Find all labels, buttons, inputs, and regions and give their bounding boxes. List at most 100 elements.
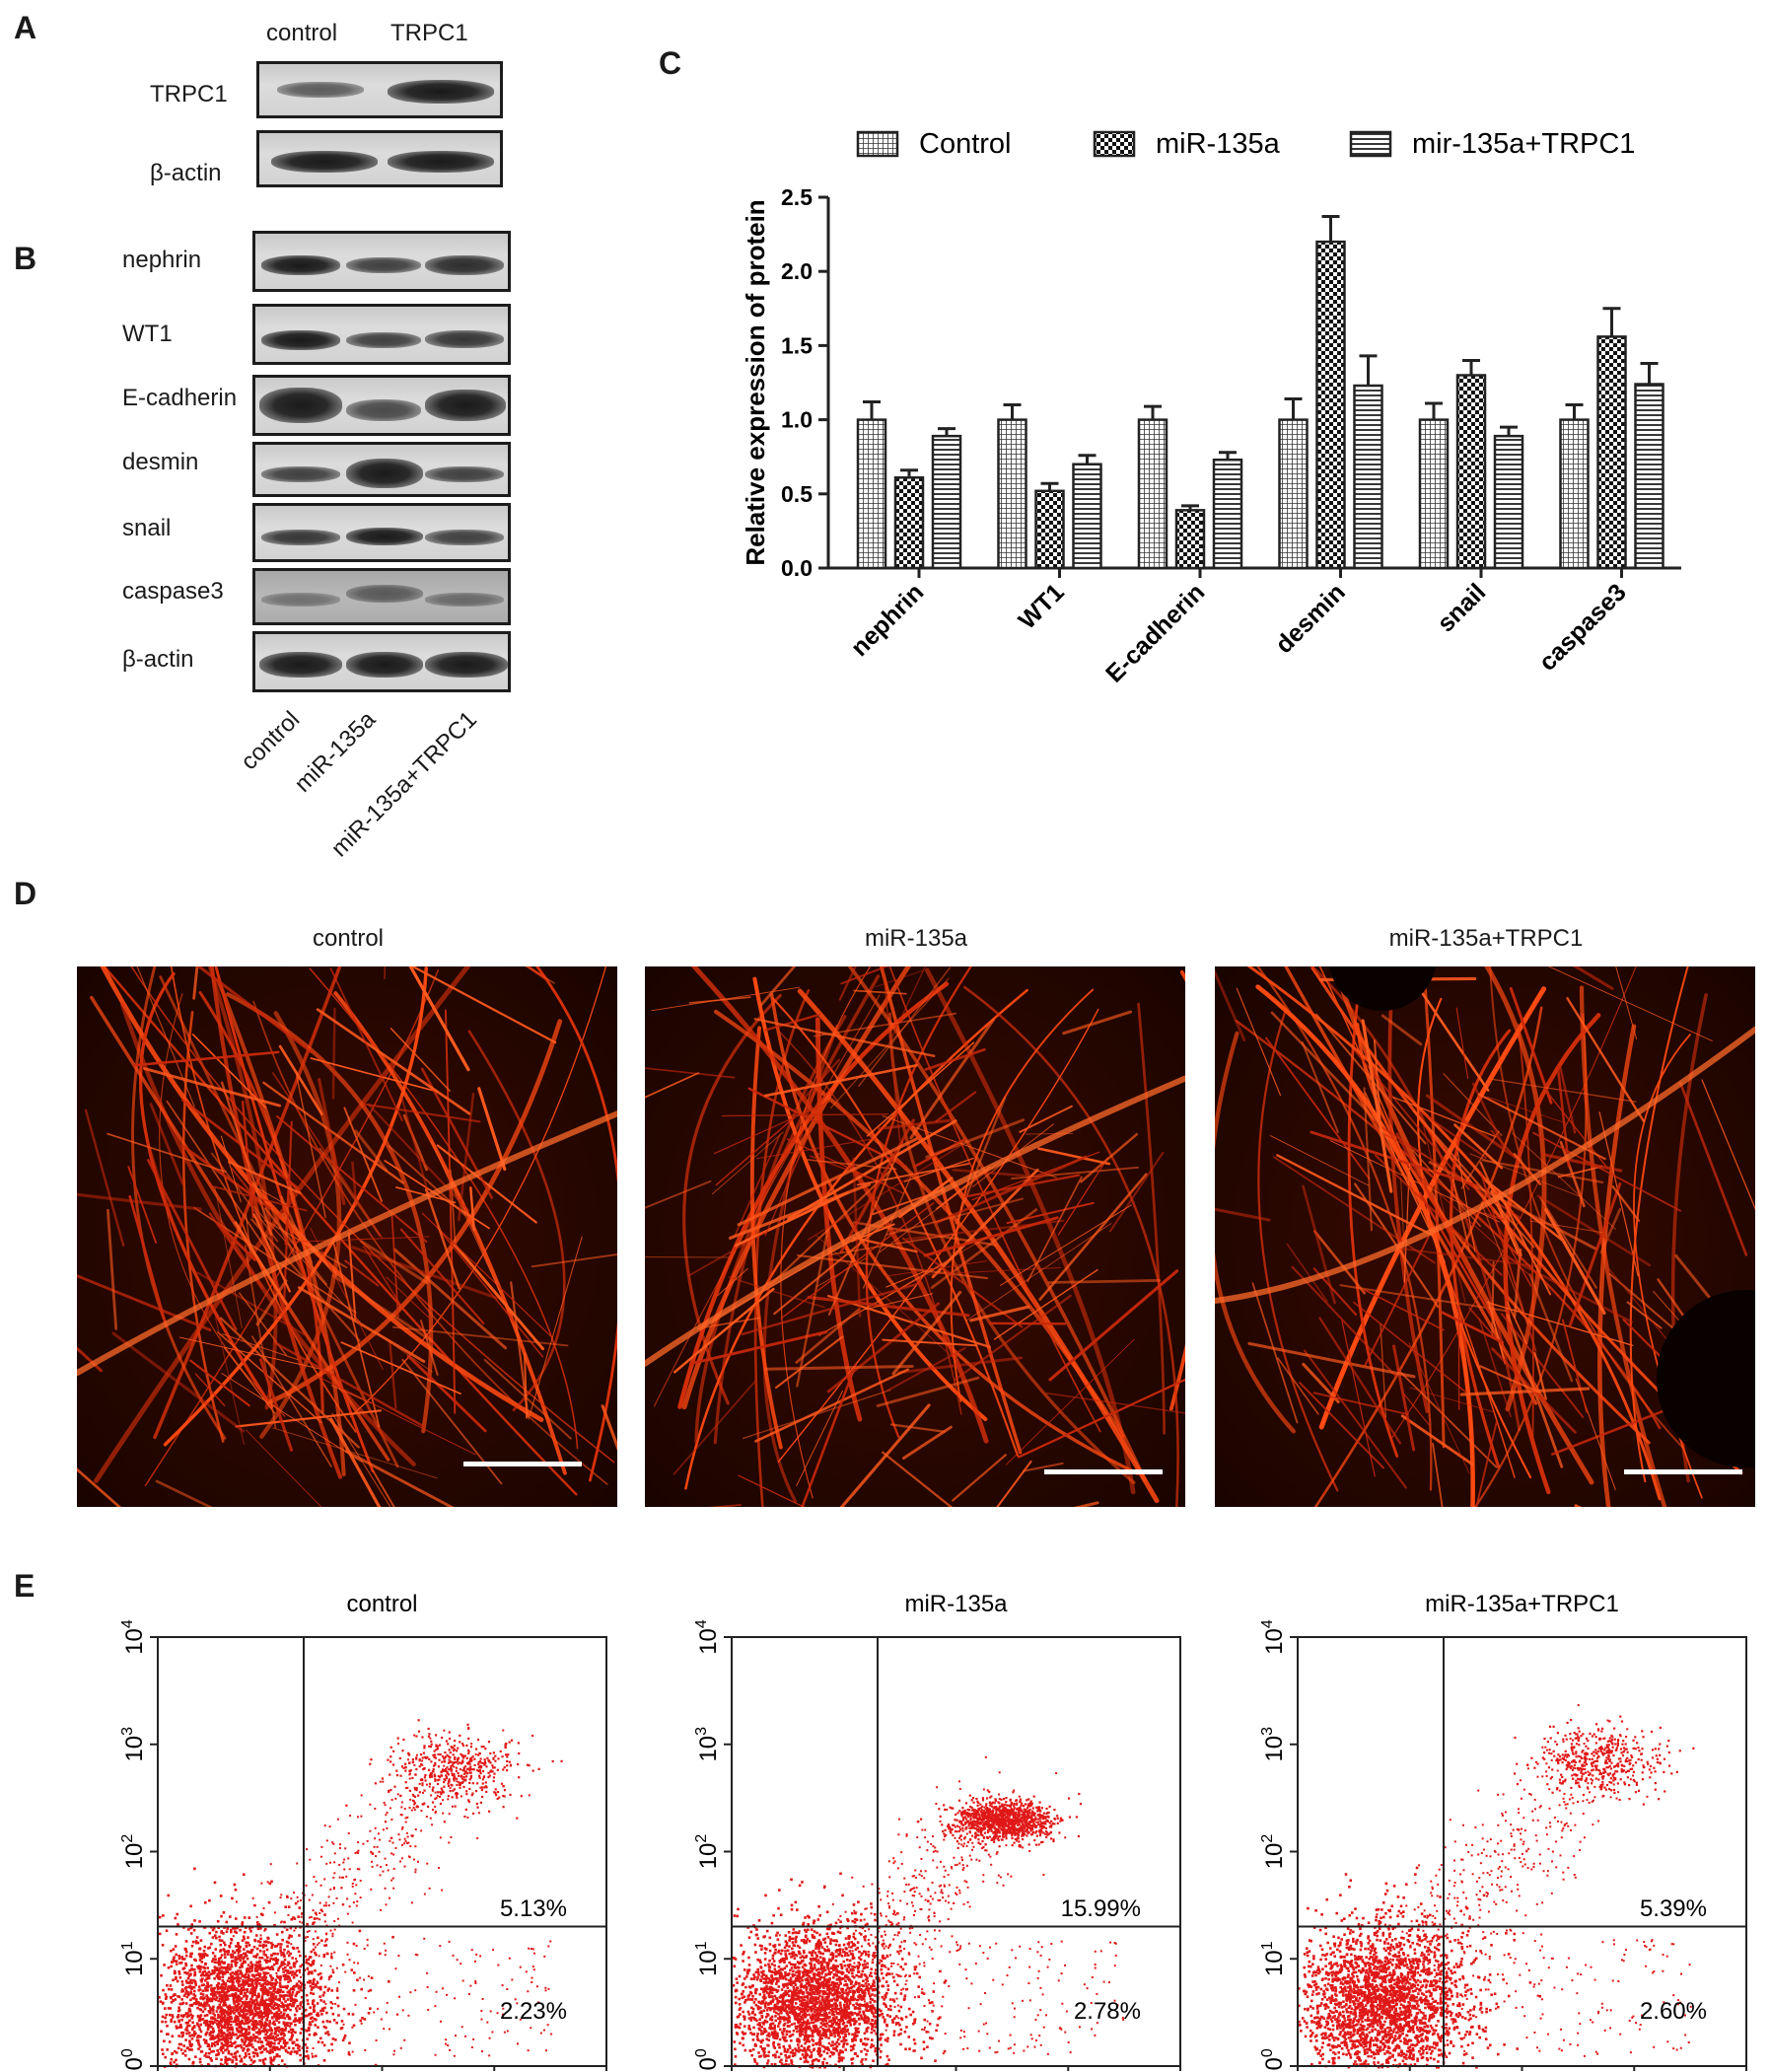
panel-a-col-control: control: [266, 20, 338, 46]
x-tick-label: caspase3: [1533, 578, 1631, 676]
y-tick-label: 104: [693, 1619, 722, 1655]
y-tick-label: 100: [1259, 2048, 1288, 2071]
y-tick-label: 100: [119, 2048, 148, 2071]
panel-b-blot-wt1: [252, 304, 511, 365]
panel-b-row-ecadherin: E-cadherin: [122, 385, 238, 411]
scatter-dots: [1298, 1704, 1695, 2069]
bar-nephrin-1: [893, 476, 925, 570]
flow-plot-2: miR-135a+TRPC15.39%2.60%1001001011011021…: [1259, 1591, 1747, 2071]
panel-b-row-bactin: β-actin: [122, 646, 194, 673]
bar-desmin-2: [1353, 384, 1383, 570]
legend-swatch: [1093, 130, 1136, 158]
panel-b-blot-desmin: [252, 442, 511, 497]
y-tick-label: 101: [1259, 1941, 1288, 1976]
y-tick-label: 102: [1259, 1834, 1288, 1870]
x-tick-label: WT1: [1014, 578, 1070, 634]
bar-snail-1: [1455, 374, 1487, 570]
y-tick-label: 101: [693, 1941, 722, 1976]
panel-b-letter: B: [14, 241, 37, 276]
scale-bar: [1624, 1469, 1742, 1474]
y-tick-label: 104: [119, 1619, 148, 1655]
bar-wt1-1: [1034, 489, 1065, 570]
flow-title: miR-135a+TRPC1: [1425, 1591, 1619, 1617]
flow-title: control: [346, 1591, 417, 1617]
y-tick-label: 103: [1259, 1727, 1288, 1762]
panel-d-letter: D: [14, 876, 37, 911]
legend-label: Control: [919, 128, 1012, 160]
flow-plot-0: control5.13%2.23%10010010110110210210310…: [119, 1591, 607, 2071]
y-tick-label: 2.5: [781, 184, 813, 210]
x-tick-label: nephrin: [846, 578, 930, 662]
panel-a-blot-bactin: [256, 130, 503, 187]
flow-title: miR-135a: [904, 1591, 1008, 1617]
bar-desmin-1: [1315, 240, 1346, 570]
panel-a-row-bactin: β-actin: [150, 160, 222, 186]
bar-e-cadherin-2: [1212, 458, 1243, 570]
panel-a-row-trpc1: TRPC1: [150, 81, 228, 107]
y-tick-label: 102: [693, 1834, 722, 1870]
panel-b-row-caspase3: caspase3: [122, 578, 224, 605]
panel-b-row-snail: snail: [122, 515, 172, 541]
legend-entry: miR-135a: [1093, 128, 1281, 160]
micrograph-mir135a: [645, 966, 1185, 1507]
bar-caspase3-2: [1634, 383, 1664, 570]
micrograph-title-control: control: [312, 925, 385, 952]
panel-b-blot-bactin: [252, 631, 511, 692]
y-tick-label: 100: [693, 2048, 722, 2071]
y-tick-label: 101: [119, 1941, 148, 1976]
legend-label: mir-135a+TRPC1: [1412, 128, 1635, 160]
y-tick-label: 103: [119, 1727, 148, 1762]
y-tick-label: 1.0: [781, 407, 813, 433]
legend-swatch: [856, 130, 899, 158]
bar-nephrin-0: [856, 418, 887, 570]
bar-nephrin-2: [931, 434, 962, 570]
panel-b-lane-mir135a: miR-135a: [289, 706, 382, 798]
legend-label: miR-135a: [1156, 128, 1281, 160]
y-tick-label: 0.5: [781, 481, 813, 507]
panel-b-lane-control: control: [236, 706, 306, 776]
panel-a-blot-trpc1: [256, 61, 503, 118]
flow-plot-1: miR-135a15.99%2.78%100100101101102102103…: [693, 1591, 1181, 2071]
bar-e-cadherin-1: [1174, 509, 1206, 570]
y-tick-label: 102: [119, 1834, 148, 1870]
panel-a-col-trpc1: TRPC1: [390, 20, 468, 46]
panel-b-row-desmin: desmin: [122, 449, 199, 475]
panel-b-blot-snail: [252, 503, 511, 562]
y-tick-label: 1.5: [781, 332, 813, 358]
lower-right-percent: 2.23%: [500, 1998, 567, 2025]
y-tick-label: 104: [1259, 1619, 1288, 1655]
micrograph-title-mir135a-trpc1: miR-135a+TRPC1: [1388, 925, 1584, 952]
bar-caspase3-1: [1596, 335, 1627, 570]
micrograph-control: [77, 966, 617, 1507]
flow-cytometry-plots: control 5.13% 2.23% 100 100 101 101 102 102 103 10…: [119, 1591, 1747, 2071]
micrograph-mir135a-trpc1: [1215, 966, 1755, 1507]
bar-caspase3-0: [1559, 418, 1590, 570]
x-tick-label: snail: [1432, 578, 1491, 637]
x-tick-label: E-cadherin: [1100, 578, 1210, 687]
panel-b-row-wt1: WT1: [122, 321, 173, 347]
panel-b-row-nephrin: nephrin: [122, 247, 202, 273]
bar-e-cadherin-0: [1137, 418, 1168, 570]
upper-right-percent: 5.13%: [500, 1895, 567, 1922]
bar-desmin-0: [1278, 418, 1309, 570]
bar-snail-2: [1493, 434, 1524, 570]
scatter-dots: [158, 1719, 563, 2068]
panel-b-blot-nephrin: [252, 231, 511, 292]
bar-wt1-0: [997, 418, 1027, 570]
legend-swatch: [1349, 130, 1392, 158]
y-tick-label: 2.0: [781, 258, 813, 284]
bar-snail-0: [1418, 418, 1450, 570]
bar-chart: Relative expression of protein 0.0 0.5 1.0 1…: [741, 128, 1681, 688]
y-tick-label: 103: [693, 1727, 722, 1762]
legend-entry: mir-135a+TRPC1: [1349, 128, 1635, 160]
upper-right-percent: 15.99%: [1061, 1895, 1141, 1922]
legend-entry: Control: [856, 128, 1012, 160]
y-tick-label: 0.0: [781, 555, 813, 581]
panel-b-blot-caspase3: [252, 568, 511, 625]
scale-bar: [463, 1462, 582, 1466]
lower-right-percent: 2.78%: [1074, 1998, 1141, 2025]
lower-right-percent: 2.60%: [1640, 1998, 1707, 2025]
panel-a-letter: A: [14, 10, 37, 45]
y-axis-title: Relative expression of protein: [741, 199, 770, 565]
